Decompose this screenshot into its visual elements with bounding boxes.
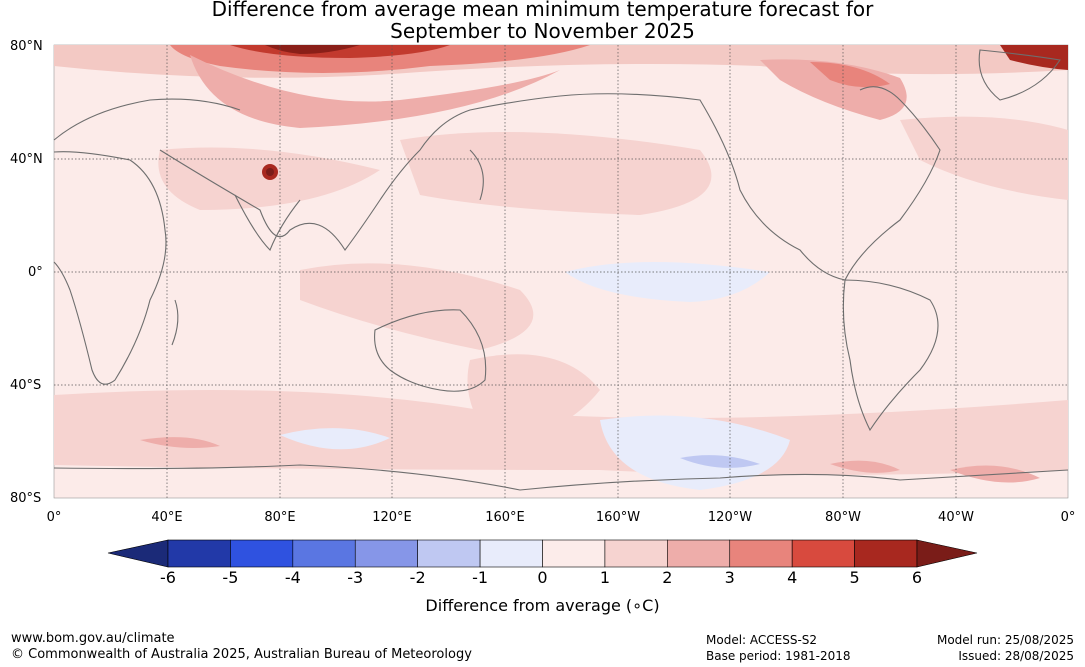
- colorbar-cell: [167, 539, 231, 568]
- colorbar-label: Difference from average (∘C): [425, 596, 660, 615]
- lat-label: 40°N: [10, 152, 43, 167]
- anomaly-region-north-pacific: [400, 132, 712, 215]
- anomaly-region-amundsen-warm: [830, 460, 900, 473]
- colorbar-tick-label: 6: [911, 568, 923, 587]
- lon-label: 0°: [46, 510, 62, 525]
- anomaly-region-southern-indian: [140, 437, 220, 448]
- footer-website: www.bom.gov.au/climate: [11, 631, 175, 646]
- colorbar-cell: [667, 539, 731, 568]
- footer-issued: Issued: 28/08/2025: [958, 649, 1074, 663]
- coastline-africa: [53, 151, 167, 385]
- colorbar-cell: [479, 539, 543, 568]
- anomaly-region-eurasia: [190, 55, 560, 128]
- colorbar-cell: [854, 539, 918, 568]
- colorbar-cells: [167, 539, 918, 568]
- lon-label: 120°E: [372, 510, 412, 525]
- anomaly-region-southern-indian-cool: [280, 428, 390, 450]
- colorbar-tick-label: -3: [347, 568, 364, 587]
- colorbar-cell: [230, 539, 294, 568]
- lon-label: 40°E: [151, 510, 183, 525]
- map-title-line2: September to November 2025: [390, 19, 695, 43]
- colorbar-tick-label: -4: [284, 568, 301, 587]
- lon-label: 40°W: [938, 510, 974, 525]
- colorbar-cell: [417, 539, 481, 568]
- lat-label: 80°N: [10, 39, 43, 54]
- coastline-antarctica: [53, 464, 1069, 491]
- lat-label: 80°S: [10, 491, 42, 506]
- footer-copyright: © Commonwealth of Australia 2025, Austra…: [11, 647, 472, 662]
- colorbar-cell: [604, 539, 668, 568]
- colorbar-tick-label: 0: [537, 568, 548, 587]
- colorbar-cell: [292, 539, 356, 568]
- footer-model: Model: ACCESS-S2: [706, 633, 818, 647]
- colorbar-extend-high: [916, 539, 978, 568]
- coastline-madagascar: [171, 299, 179, 346]
- map-title-line1: Difference from average mean minimum tem…: [211, 0, 874, 21]
- coastline-india: [234, 194, 301, 251]
- coastline-europe: [53, 98, 241, 141]
- lon-label: 160°E: [485, 510, 525, 525]
- colorbar-cell: [542, 539, 606, 568]
- colorbar-tick-label: 2: [662, 568, 673, 587]
- anomaly-region-ross-sea-cooler: [680, 455, 760, 468]
- colorbar-tick-label: -1: [472, 568, 489, 587]
- colorbar-extend-low: [107, 539, 169, 568]
- colorbar-cell: [791, 539, 855, 568]
- coastlines: [53, 49, 1069, 491]
- colorbar-tick-label: -5: [222, 568, 239, 587]
- anomaly-region-southern-ocean-band: [54, 390, 1068, 475]
- footer-base-period: Base period: 1981-2018: [706, 649, 851, 663]
- coastline-asia: [159, 95, 561, 251]
- lon-label: 160°W: [595, 510, 641, 525]
- coastline-greenland: [978, 49, 1061, 101]
- lon-label: 0°: [1060, 510, 1076, 525]
- coastline-north-america: [559, 86, 941, 281]
- anomaly-region-equatorial-pacific-cool: [565, 262, 770, 302]
- colorbar-cell: [729, 539, 793, 568]
- colorbar-tick-label: 1: [599, 568, 610, 587]
- anomaly-region-canada-inner: [810, 62, 890, 88]
- anomaly-region-tibet-peak: [266, 168, 274, 176]
- coastline-japan: [469, 149, 484, 201]
- anomaly-region-ross-sea-cool: [600, 415, 790, 490]
- anomaly-map: [53, 44, 1069, 499]
- colorbar-tick-label: -6: [160, 568, 176, 587]
- anomaly-region-siberia-peak: [265, 45, 360, 54]
- anomaly-region-north-atlantic: [900, 116, 1068, 200]
- lat-label: 40°S: [10, 378, 42, 393]
- lon-label: 80°W: [825, 510, 861, 525]
- colorbar-tick-label: 5: [849, 568, 860, 587]
- footer-model-run: Model run: 25/08/2025: [936, 633, 1074, 647]
- gridlines: [54, 45, 1068, 498]
- lon-label: 120°W: [707, 510, 753, 525]
- lat-label: 0°: [28, 265, 43, 280]
- colorbar-cell: [354, 539, 418, 568]
- anomaly-region-greenland-high: [1000, 45, 1068, 70]
- coastline-australia: [374, 309, 487, 392]
- colorbar-tick-label: 4: [787, 568, 798, 587]
- colorbar-tick-label: -2: [409, 568, 426, 587]
- colorbar-tick-label: 3: [724, 568, 735, 587]
- coastline-south-america: [842, 279, 939, 432]
- lon-label: 80°E: [264, 510, 296, 525]
